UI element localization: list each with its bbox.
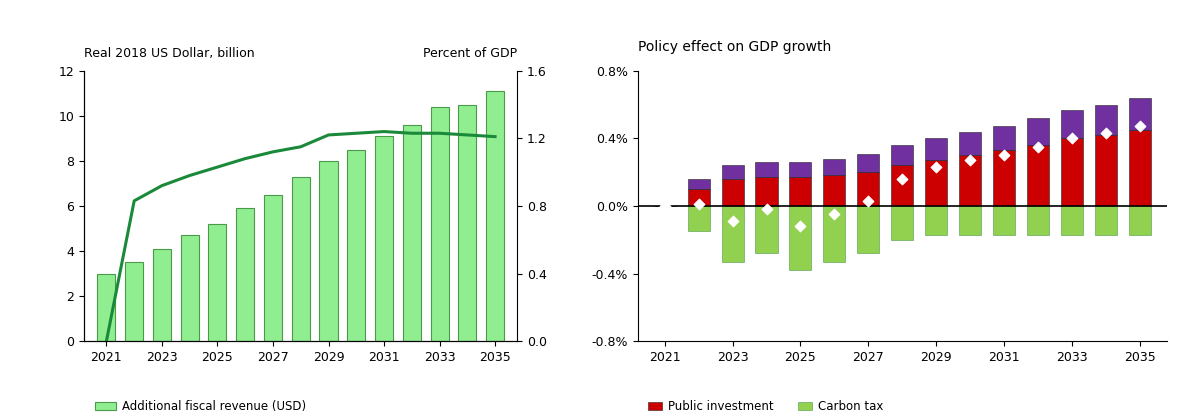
Bar <box>858 172 879 206</box>
Point <box>689 201 709 208</box>
Bar <box>789 206 812 270</box>
Bar <box>891 145 913 165</box>
Bar <box>755 177 777 206</box>
Point <box>859 198 878 204</box>
Bar <box>1128 130 1151 206</box>
Bar <box>755 162 777 177</box>
Bar <box>925 160 947 206</box>
Legend: Public investment, Transfers, Carbon tax, Net effect on GDP growth: Public investment, Transfers, Carbon tax… <box>644 396 973 416</box>
Bar <box>1027 118 1049 145</box>
Bar <box>320 161 338 341</box>
Bar <box>891 206 913 240</box>
Point <box>723 218 742 225</box>
Bar <box>348 150 366 341</box>
Legend: Additional fiscal revenue (USD), Additional fiscal revenue (%GDP): Additional fiscal revenue (USD), Additio… <box>90 396 322 416</box>
Bar <box>1095 104 1116 135</box>
Bar <box>755 206 777 253</box>
Point <box>1029 144 1048 150</box>
Bar <box>1061 206 1083 235</box>
Bar <box>959 131 982 155</box>
Point <box>960 157 979 163</box>
Point <box>995 152 1014 158</box>
Bar <box>959 155 982 206</box>
Bar <box>236 208 254 341</box>
Text: Real 2018 US Dollar, billion: Real 2018 US Dollar, billion <box>84 47 255 60</box>
Bar <box>992 150 1015 206</box>
Bar <box>992 206 1015 235</box>
Bar <box>292 177 310 341</box>
Bar <box>1061 109 1083 138</box>
Point <box>656 203 675 209</box>
Bar <box>458 104 476 341</box>
Bar <box>403 125 421 341</box>
Bar <box>722 165 743 179</box>
Bar <box>688 189 710 206</box>
Bar <box>722 206 743 262</box>
Bar <box>153 249 171 341</box>
Bar <box>1095 135 1116 206</box>
Bar <box>486 91 504 341</box>
Bar <box>1027 206 1049 235</box>
Bar <box>858 154 879 172</box>
Bar <box>97 274 115 341</box>
Bar <box>180 235 198 341</box>
Bar <box>959 206 982 235</box>
Bar <box>858 206 879 253</box>
Bar <box>208 224 226 341</box>
Text: Policy effect on GDP growth: Policy effect on GDP growth <box>638 40 831 54</box>
Bar <box>1027 145 1049 206</box>
Bar <box>992 126 1015 150</box>
Bar <box>789 177 812 206</box>
Bar <box>823 176 846 206</box>
Bar <box>1061 138 1083 206</box>
Point <box>1130 123 1149 130</box>
Bar <box>925 206 947 235</box>
Text: Percent of GDP: Percent of GDP <box>423 47 517 60</box>
Bar <box>891 165 913 206</box>
Bar <box>688 206 710 231</box>
Bar <box>823 158 846 176</box>
Bar <box>1095 206 1116 235</box>
Point <box>893 176 912 182</box>
Point <box>825 211 845 218</box>
Bar <box>688 179 710 189</box>
Bar <box>1128 206 1151 235</box>
Point <box>1096 130 1115 136</box>
Bar <box>125 262 143 341</box>
Point <box>1062 135 1081 141</box>
Bar <box>375 136 393 341</box>
Bar <box>925 138 947 160</box>
Point <box>757 206 776 213</box>
Bar <box>823 206 846 262</box>
Bar <box>1128 98 1151 130</box>
Point <box>790 223 810 230</box>
Point <box>926 164 946 171</box>
Bar <box>263 195 282 341</box>
Bar <box>789 162 812 177</box>
Bar <box>722 179 743 206</box>
Bar <box>431 107 449 341</box>
